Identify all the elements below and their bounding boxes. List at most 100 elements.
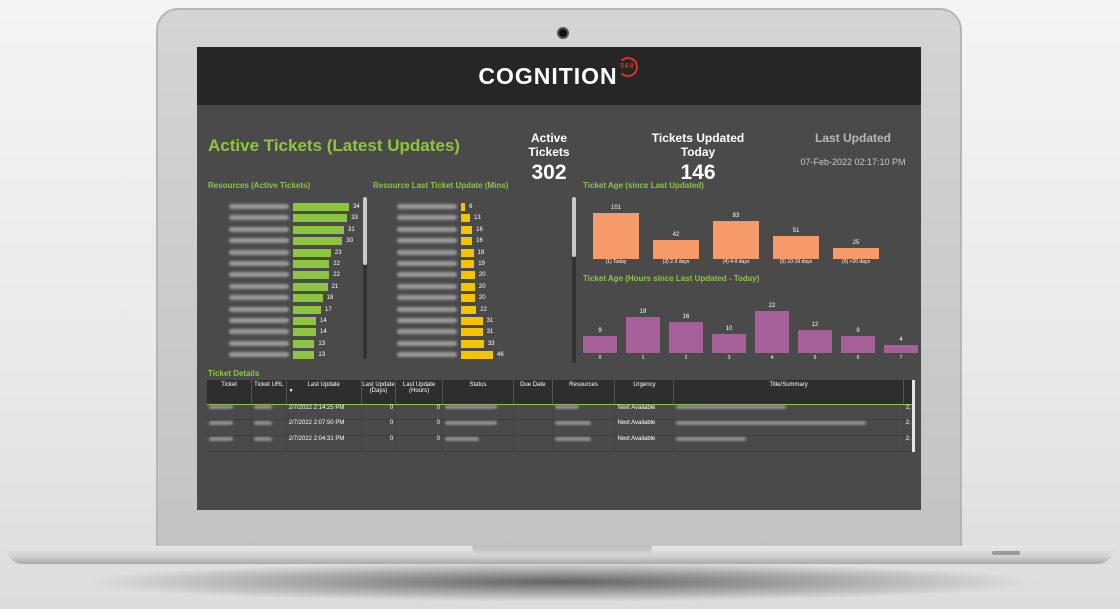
column-header[interactable]: Resources [552, 380, 616, 405]
resource-name-blurred [397, 261, 457, 266]
last-update-chart: 6 13 16 16 18 19 20 20 20 22 31 31 33 46 [397, 203, 571, 363]
tick-label: 3 [727, 355, 731, 361]
bar [461, 225, 473, 234]
table-cell [513, 435, 553, 452]
bar [461, 237, 473, 246]
redacted-text [209, 436, 233, 441]
resource-name-blurred [229, 215, 289, 221]
column-header[interactable]: Ticket URL [251, 380, 287, 405]
bar-value: 19 [478, 261, 485, 267]
bar-value: 14 [320, 318, 327, 324]
kpi-updated-today: Tickets Updated Today 146 [633, 131, 763, 185]
column-header[interactable]: Due Date [513, 380, 553, 405]
table-cell [673, 404, 904, 421]
redacted-text [676, 420, 867, 425]
column-header[interactable]: Last Update (Days) [361, 380, 397, 405]
scroll-thumb[interactable] [572, 197, 576, 257]
scroll-thumb[interactable] [363, 197, 367, 265]
bar-value: 34 [353, 204, 360, 210]
resource-name-blurred [397, 340, 457, 346]
redacted-text [254, 404, 273, 409]
bar [293, 214, 348, 223]
resource-name-blurred [397, 204, 457, 209]
kpi-value: 07-Feb-2022 02:17:10 PM [800, 157, 906, 167]
kpi-label: Tickets Updated Today [651, 131, 745, 159]
bar [461, 351, 493, 360]
resource-name-blurred [229, 283, 289, 289]
redacted-text [254, 436, 273, 441]
bar [461, 282, 475, 291]
resource-name-blurred [229, 261, 289, 266]
bar [293, 351, 315, 360]
bar-row: 22 [229, 271, 340, 280]
ticket-age-title: Ticket Age (since Last Updated) [583, 181, 704, 190]
redacted-text [554, 404, 579, 409]
resource-name-blurred [229, 329, 289, 335]
bar-row: 20 [397, 294, 486, 303]
bar [626, 316, 660, 353]
bar [461, 203, 466, 211]
table-row[interactable]: 2/7/2022 2:04:31 PM 0 0 Next Available 2, [207, 435, 915, 452]
table-cell: Next Available [614, 435, 675, 452]
table-cell: 0 [361, 404, 397, 421]
bar [773, 235, 819, 259]
resource-name-blurred [397, 318, 457, 323]
bar [293, 203, 349, 211]
bar-value: 16 [476, 226, 483, 233]
column-header[interactable]: Last Update (Hours) [395, 380, 443, 405]
table-cell: 2/7/2022 2:07:50 PM [286, 419, 362, 437]
bar-row: 13 [229, 339, 325, 348]
tick-label: 7 [899, 355, 903, 361]
last-update-scrollbar[interactable] [572, 197, 576, 363]
bar [884, 345, 918, 353]
redacted-text [554, 436, 591, 441]
bar-value: 25 [852, 239, 860, 246]
column-header[interactable]: Ticket [207, 380, 253, 405]
bar-value: 31 [348, 226, 355, 233]
bar [461, 214, 471, 223]
tick-label: (1) Today [605, 259, 627, 265]
bar [461, 328, 483, 337]
bar [293, 260, 330, 268]
bar-row: 46 [397, 351, 504, 360]
column-header[interactable]: Title/Summary [673, 380, 904, 405]
kpi-value: 302 [531, 161, 567, 184]
bar-value: 20 [478, 272, 486, 279]
table-cell [207, 435, 253, 452]
resources-scrollbar[interactable] [363, 197, 367, 359]
redacted-text [676, 404, 787, 409]
bar [755, 311, 789, 353]
bar [293, 225, 345, 234]
tick-label: 5 [813, 355, 817, 361]
table-scrollbar[interactable] [912, 380, 915, 452]
bar-value: 16 [476, 238, 483, 245]
resource-name-blurred [397, 226, 457, 232]
table-cell: Next Available [614, 404, 675, 421]
resource-name-blurred [397, 215, 457, 221]
table-cell [251, 419, 287, 437]
logo-sub: 360 [619, 62, 635, 70]
bar [293, 339, 315, 348]
bar [293, 328, 317, 337]
tick-label: 6 [856, 355, 860, 361]
bar-value: 33 [487, 340, 495, 347]
bar [461, 248, 474, 257]
redacted-text [444, 404, 497, 409]
logo: COGNITION 360 [478, 56, 639, 90]
bar-value: 23 [334, 249, 342, 256]
column-header[interactable]: Urgency [614, 380, 675, 405]
bar-row: 17 [229, 305, 332, 314]
column-header[interactable]: Status [442, 380, 515, 405]
table-cell: 0 [395, 435, 443, 452]
table-cell [207, 404, 253, 421]
bar-value: 4 [899, 337, 903, 344]
table-row[interactable]: 2/7/2022 2:14:25 PM 0 0 Next Available 2, [207, 404, 915, 421]
table-row[interactable]: 2/7/2022 2:07:50 PM 0 0 Next Available 2, [207, 419, 915, 437]
column-header[interactable]: Last Update ▼ [286, 380, 362, 405]
tick-label: (3) 2-3 days [662, 259, 690, 265]
ticket-age-chart: 101 (1) Today 42 (3) 2-3 days 83 (4) 4-9 days… [593, 197, 903, 265]
kpi-last-updated: Last Updated 07-Feb-2022 02:17:10 PM [797, 131, 909, 167]
bar-value: 22 [480, 306, 487, 313]
sort-desc-icon[interactable]: ▼ [288, 388, 294, 394]
bar-row: 16 [397, 237, 483, 246]
